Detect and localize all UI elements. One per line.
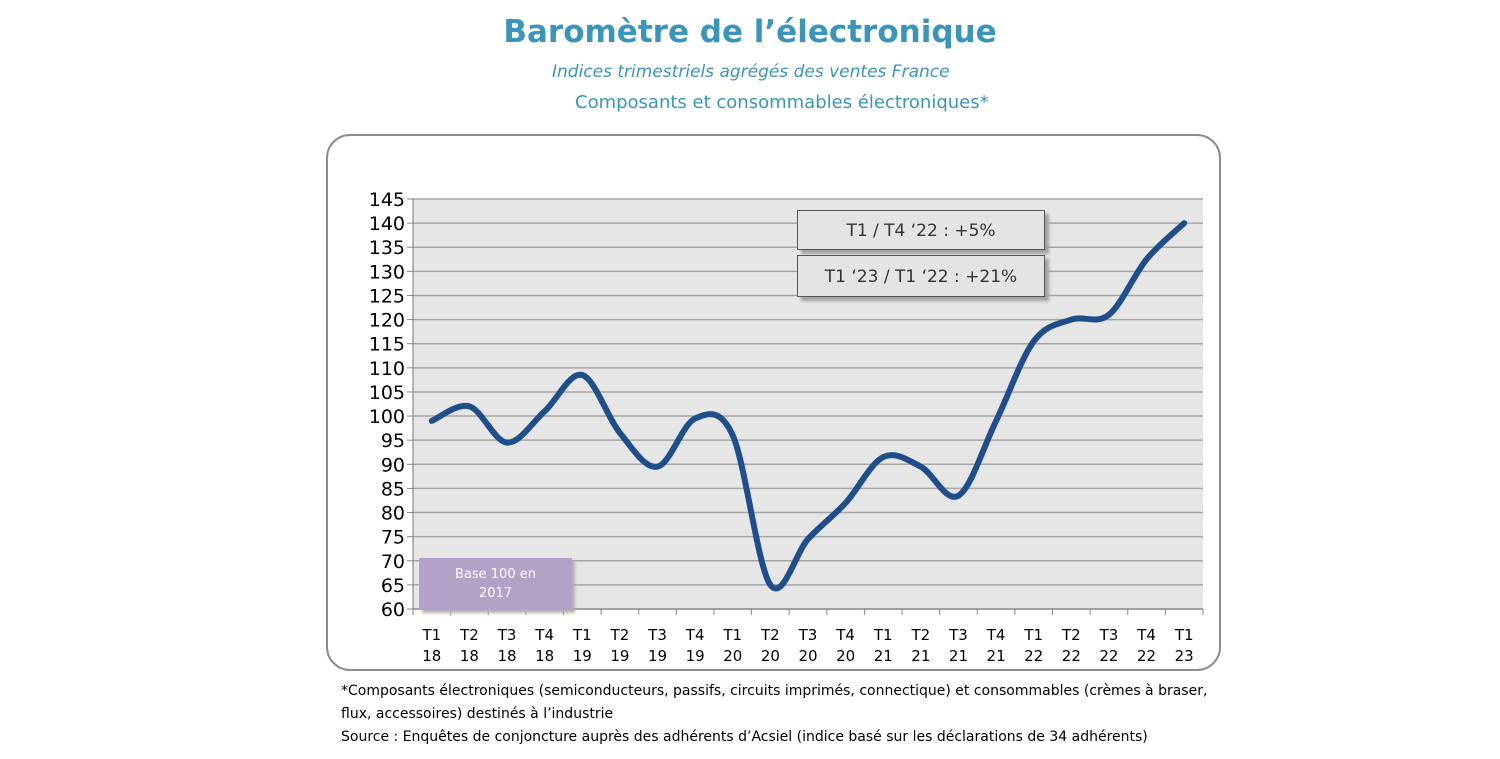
x-tick-label: T1 22	[1023, 626, 1043, 665]
x-tick-label: T2 19	[610, 626, 630, 665]
y-tick-label: 90	[381, 454, 405, 476]
data-point	[1181, 220, 1187, 226]
data-point	[692, 415, 698, 421]
x-tick-label: T4 22	[1136, 626, 1156, 665]
data-point	[542, 408, 548, 414]
x-tick-label: T4 19	[685, 626, 705, 665]
x-tick-label: T3 21	[948, 626, 968, 665]
data-point	[805, 536, 811, 542]
data-point	[918, 464, 924, 470]
qoq-annotation: T1 / T4 ‘22 : +5%	[797, 210, 1045, 250]
yoy-annotation: T1 ‘23 / T1 ‘22 : +21%	[797, 255, 1045, 297]
y-tick-label: 120	[369, 310, 405, 332]
y-tick-label: 75	[381, 527, 405, 549]
y-tick-label: 95	[381, 430, 405, 452]
source-note: Source : Enquêtes de conjoncture auprès …	[341, 729, 1148, 745]
x-tick-label: T2 18	[459, 626, 479, 665]
x-tick-label: T2 21	[910, 626, 930, 665]
data-point	[1106, 312, 1112, 318]
data-point	[655, 464, 661, 470]
y-tick-label: 145	[369, 189, 405, 211]
data-point	[1031, 338, 1037, 344]
data-point	[504, 440, 510, 446]
series-line	[428, 220, 1188, 592]
x-tick-label: T4 18	[534, 626, 554, 665]
y-tick-label: 125	[369, 285, 405, 307]
data-point	[617, 430, 623, 436]
y-tick-label: 115	[369, 334, 405, 356]
chart-subtitle: Indices trimestriels agrégés des ventes …	[552, 62, 950, 82]
x-tick-label: T3 20	[798, 626, 818, 665]
y-tick-label: 140	[369, 213, 405, 235]
footnote-line-1: *Composants électroniques (semiconducteu…	[341, 683, 1208, 699]
x-tick-label: T4 20	[835, 626, 855, 665]
y-tick-label: 100	[369, 406, 405, 428]
x-tick-label: T2 22	[1061, 626, 1081, 665]
y-tick-label: 70	[381, 551, 405, 573]
footnote-line-2: flux, accessoires) destinés à l’industri…	[341, 706, 614, 722]
chart-subtitle-2: Composants et consommables électroniques…	[575, 92, 989, 113]
data-point	[579, 372, 585, 378]
x-tick-label: T3 18	[497, 626, 517, 665]
x-tick-label: T2 20	[760, 626, 780, 665]
x-tick-label: T1 20	[722, 626, 742, 665]
x-tick-label: T3 22	[1099, 626, 1119, 665]
x-tick-label: T1 19	[572, 626, 592, 665]
x-tick-label: T3 19	[647, 626, 667, 665]
data-point	[955, 493, 961, 499]
y-tick-label: 130	[369, 261, 405, 283]
base-note-text: Base 100 en 2017	[455, 567, 536, 601]
x-tick-label: T1 18	[421, 626, 441, 665]
x-tick-label: T4 21	[986, 626, 1006, 665]
data-point	[1068, 317, 1074, 323]
y-tick-label: 65	[381, 575, 405, 597]
data-point	[730, 432, 736, 438]
y-tick-label: 60	[381, 599, 405, 621]
chart-title: Baromètre de l’électronique	[503, 14, 997, 50]
y-tick-label: 110	[369, 358, 405, 380]
data-point	[993, 418, 999, 424]
y-tick-label: 80	[381, 503, 405, 525]
y-tick-label: 105	[369, 382, 405, 404]
data-point	[880, 454, 886, 460]
data-point	[466, 403, 472, 409]
x-tick-label: T1 23	[1174, 626, 1194, 665]
y-tick-label: 135	[369, 237, 405, 259]
data-point	[429, 418, 435, 424]
x-tick-label: T1 21	[873, 626, 893, 665]
data-point	[843, 500, 849, 506]
data-point	[767, 582, 773, 588]
data-point	[1144, 256, 1150, 262]
y-tick-label: 85	[381, 478, 405, 500]
base-note: Base 100 en 2017	[419, 558, 572, 610]
